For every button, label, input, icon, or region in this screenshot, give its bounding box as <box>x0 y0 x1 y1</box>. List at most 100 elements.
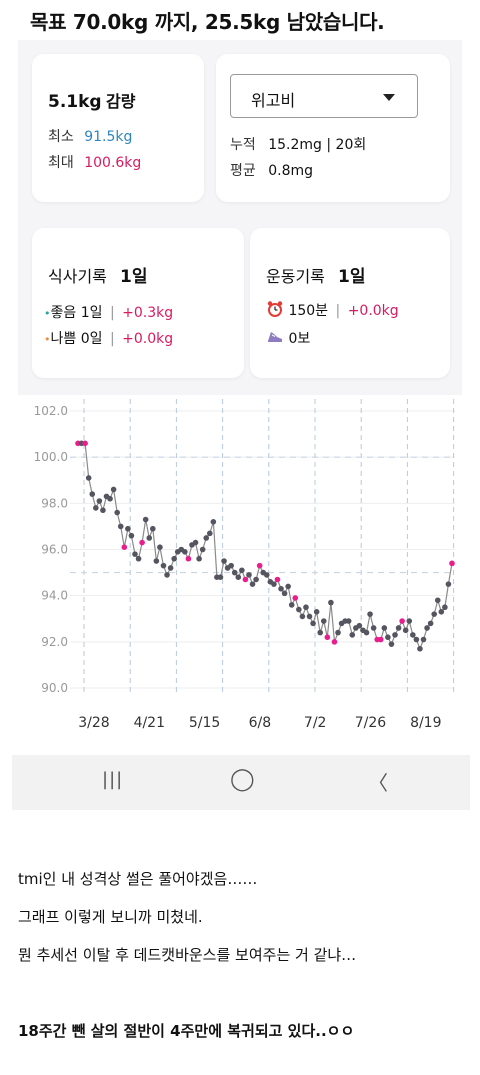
data-point <box>231 569 238 576</box>
data-point <box>85 475 92 481</box>
drug-select[interactable]: 위고비 <box>230 74 418 118</box>
data-point <box>410 632 416 638</box>
x-tick-label: 7/26 <box>355 715 387 731</box>
marked-data-point <box>242 576 249 583</box>
data-point <box>135 555 142 562</box>
data-point <box>253 576 259 583</box>
data-point <box>171 555 177 562</box>
drug-card: 위고비 누적 15.2mg | 20회 평균 0.8mg <box>216 54 450 202</box>
data-point <box>150 525 156 532</box>
exercise-card[interactable]: 운동기록 1일 150분 | +0.0kg 0보 <box>250 228 450 378</box>
data-point <box>89 491 96 497</box>
data-point <box>320 618 327 624</box>
sneaker-icon <box>268 332 282 342</box>
data-point <box>192 539 199 546</box>
marked-data-point <box>377 636 384 643</box>
avg-label: 평균 <box>230 163 256 179</box>
marked-data-point <box>185 555 192 562</box>
data-point <box>306 613 313 620</box>
max-label: 최대 <box>48 155 74 171</box>
weight-chart: 102.0 100.0 98.0 96.0 94.0 92.0 90.0 3/28 4/21 5/… <box>34 399 455 731</box>
data-point <box>96 498 103 504</box>
bad-days: 0일 <box>80 331 103 347</box>
weight-card: 5.1kg 감량 최소 91.5kg 최대 100.6kg <box>32 54 204 202</box>
good-dot-icon: • <box>44 307 51 320</box>
bad-label: 나쁨 <box>50 331 77 347</box>
marked-data-point <box>399 618 405 624</box>
caption-line: 18주간 뺀 살의 절반이 4주만에 복귀되고 있다..ㅇㅇ <box>18 1022 355 1040</box>
data-point <box>427 620 434 627</box>
data-point <box>345 618 352 624</box>
bad-sep: | <box>109 331 115 347</box>
marked-data-point <box>82 440 88 447</box>
marked-data-point <box>139 539 145 546</box>
data-point <box>402 627 409 634</box>
good-sep: | <box>109 305 115 321</box>
data-point <box>125 525 131 532</box>
y-tick-label: 100.0 <box>34 450 68 464</box>
data-point <box>328 599 334 606</box>
loss-value: 5.1kg <box>48 92 102 112</box>
marked-data-point <box>324 634 331 641</box>
marked-data-point <box>121 544 128 550</box>
data-point <box>317 629 324 636</box>
marked-data-point <box>274 576 281 583</box>
data-point <box>142 516 149 523</box>
caption-line: tmi인 내 성격상 썰은 풀어야겠음…… <box>18 870 258 888</box>
bad-delta: +0.0kg <box>122 331 174 347</box>
data-point <box>271 581 277 587</box>
data-point <box>381 625 388 631</box>
home-icon[interactable]: ◯ <box>230 767 255 792</box>
y-tick-label: 94.0 <box>41 589 68 603</box>
data-point <box>217 574 224 580</box>
data-point <box>235 574 242 580</box>
data-point <box>107 495 113 502</box>
data-point <box>388 641 395 647</box>
data-point <box>349 632 356 638</box>
data-point <box>370 625 377 631</box>
y-tick-label: 90.0 <box>41 681 68 695</box>
bad-dot-icon: • <box>44 333 51 346</box>
data-point <box>239 567 245 574</box>
total-label: 누적 <box>230 137 256 153</box>
data-point <box>100 507 106 514</box>
min-label: 최소 <box>48 129 74 145</box>
x-tick-label: 6/8 <box>249 715 272 731</box>
data-point <box>445 581 452 587</box>
data-point <box>221 558 227 564</box>
data-point <box>431 611 437 617</box>
data-point <box>299 613 306 620</box>
data-point <box>263 572 270 578</box>
marked-data-point <box>292 595 299 601</box>
marked-data-point <box>256 562 263 569</box>
data-point <box>385 634 391 641</box>
data-point <box>281 590 288 597</box>
chevron-down-icon <box>383 94 395 101</box>
avg-value: 0.8mg <box>268 163 314 179</box>
back-icon[interactable]: 〈 <box>368 771 388 795</box>
data-point <box>288 602 295 608</box>
x-tick-label: 8/19 <box>410 715 441 731</box>
drug-select-value: 위고비 <box>251 91 296 110</box>
good-delta: +0.3kg <box>122 305 174 321</box>
recent-apps-icon[interactable]: ||| <box>102 769 124 790</box>
meal-title: 식사기록 <box>48 267 107 286</box>
data-point <box>196 555 202 562</box>
meal-card[interactable]: 식사기록 1일 •좋음 1일 | +0.3kg •나쁨 0일 | +0.0kg <box>32 228 244 378</box>
page-header: 목표 70.0kg 까지, 25.5kg 남았습니다. <box>30 10 385 34</box>
data-point <box>395 625 402 631</box>
data-point <box>146 535 153 541</box>
caption-line: 그래프 이렇게 보니까 미쳤네. <box>18 908 203 926</box>
marked-data-point <box>449 560 455 567</box>
x-tick-label: 7/2 <box>304 715 327 731</box>
data-point <box>278 585 284 592</box>
data-point <box>420 636 427 643</box>
data-point <box>199 546 206 553</box>
exercise-delta: +0.0kg <box>347 303 399 319</box>
data-point <box>246 572 252 578</box>
data-point <box>335 629 341 636</box>
good-label: 좋음 <box>50 305 77 321</box>
loss-label: 감량 <box>106 92 136 111</box>
data-point <box>442 604 448 611</box>
data-point <box>182 549 188 555</box>
